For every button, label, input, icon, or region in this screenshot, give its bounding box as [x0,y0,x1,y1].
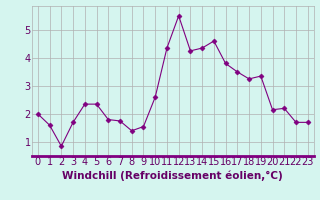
X-axis label: Windchill (Refroidissement éolien,°C): Windchill (Refroidissement éolien,°C) [62,170,283,181]
